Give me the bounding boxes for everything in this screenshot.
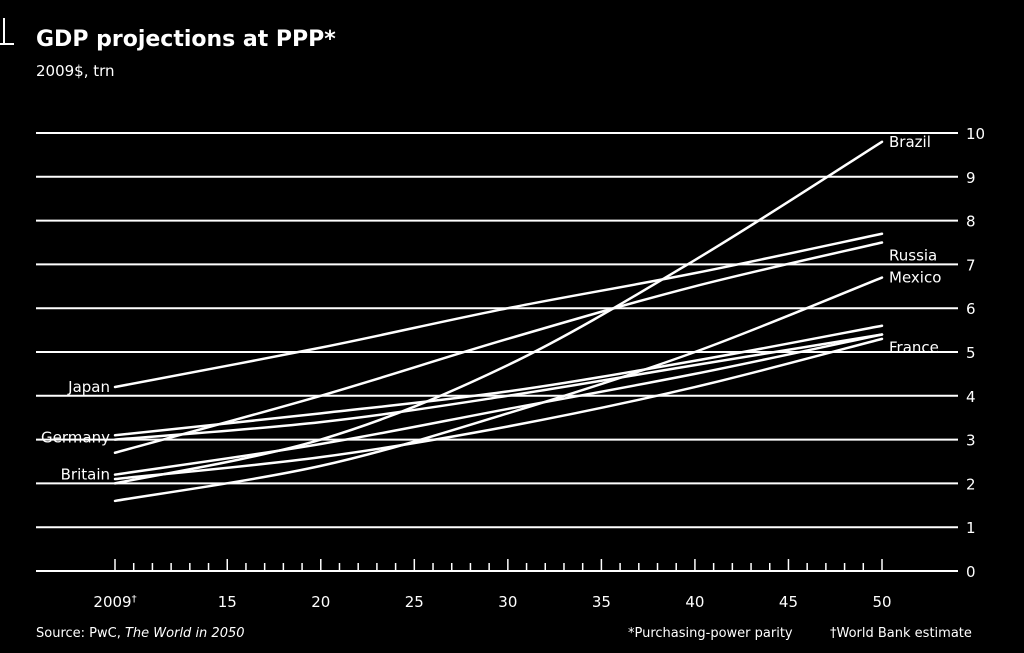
series-line-france [113, 337, 884, 481]
y-tick-label-7: 7 [966, 256, 976, 274]
y-tick-label-1: 1 [966, 519, 976, 537]
series-label-britain: Britain [61, 466, 110, 484]
y-tick-label-4: 4 [966, 388, 976, 406]
y-tick-label-10: 10 [966, 125, 985, 143]
series-line-brazil [113, 140, 884, 485]
series-label-germany: Germany [41, 428, 110, 446]
y-tick-label-5: 5 [966, 344, 976, 362]
y-tick-label-8: 8 [966, 213, 976, 231]
y-tick-label-0: 0 [966, 563, 976, 581]
x-tick-label-45: 45 [779, 593, 798, 611]
series-lines [113, 140, 884, 503]
y-tick-label-2: 2 [966, 475, 976, 493]
series-label-russia: Russia [889, 247, 937, 265]
source-title: The World in 2050 [125, 626, 245, 641]
y-tick-label-9: 9 [966, 169, 976, 187]
series-label-france: France [889, 339, 939, 357]
series-line-germany [113, 333, 884, 441]
x-tick-label-50: 50 [872, 593, 891, 611]
y-axis: 0 1 2 3 4 5 6 7 8 9 10 [966, 125, 985, 581]
world-bank-note: †World Bank estimate [830, 626, 972, 641]
series-line-britain [113, 333, 884, 476]
series-label-japan: Japan [67, 378, 110, 396]
series-line-mexico [113, 276, 884, 503]
chart-title: GDP projections at PPP* [36, 27, 336, 52]
ppp-note: *Purchasing-power parity [628, 626, 793, 641]
x-tick-label-30: 30 [498, 593, 517, 611]
x-tick-label-15: 15 [218, 593, 237, 611]
y-tick-label-6: 6 [966, 300, 976, 318]
series-labels: Brazil Russia Mexico France Japan Germany Brit… [41, 133, 941, 484]
gridlines [36, 132, 958, 572]
series-line-unlabelled-2 [113, 324, 884, 437]
chart-subtitle: 2009$, trn [36, 62, 115, 80]
x-tick-label-20: 20 [311, 593, 330, 611]
x-tick-label-40: 40 [685, 593, 704, 611]
source-prefix: Source: PwC, [36, 626, 125, 641]
series-line-japan [113, 232, 884, 389]
x-tick-label-2009: 2009† [93, 593, 136, 611]
y-tick-label-3: 3 [966, 432, 976, 450]
x-tick-label-25: 25 [405, 593, 424, 611]
series-label-mexico: Mexico [889, 269, 941, 287]
source-note: Source: PwC, The World in 2050 [36, 626, 245, 641]
series-line-russia [113, 241, 884, 454]
x-axis: 2009† 15 20 25 30 35 40 45 50 [93, 559, 892, 611]
x-tick-label-35: 35 [592, 593, 611, 611]
series-label-brazil: Brazil [889, 133, 931, 151]
